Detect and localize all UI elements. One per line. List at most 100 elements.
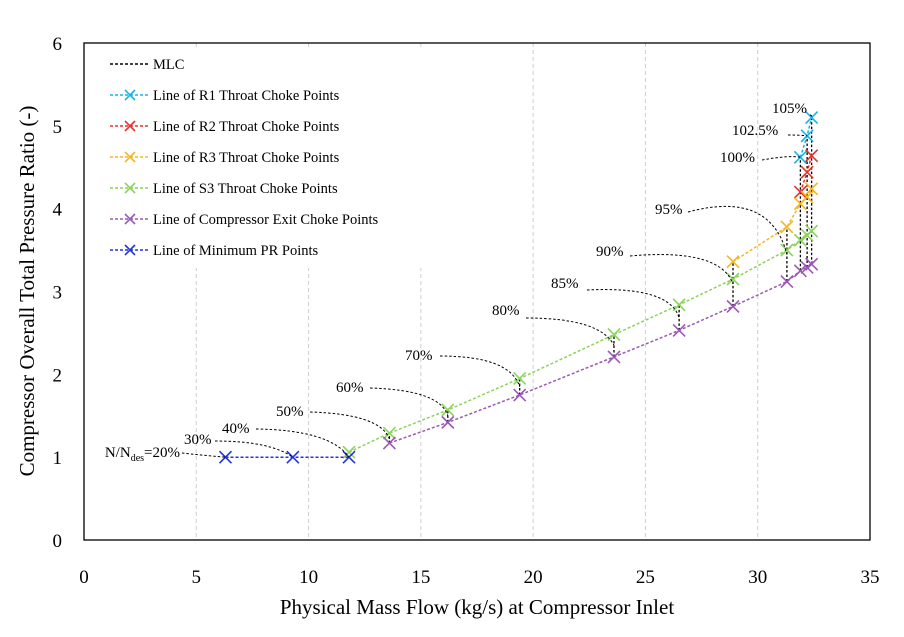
data-point [780,274,794,289]
annotation-label: 70% [405,348,433,364]
data-point [441,415,455,429]
x-tick-label: 5 [192,567,202,588]
legend-box [97,50,449,268]
annotation-label: 80% [492,303,520,319]
data-point [793,150,807,164]
annotation-leader [787,134,808,137]
annotation-label: N/Ndes=20% [105,445,180,464]
legend-label: Line of Compressor Exit Choke Points [153,212,378,228]
data-point [793,185,807,199]
data-point [805,224,819,238]
data-point [607,350,621,364]
data-point [780,243,794,257]
data-point [805,182,819,196]
data-point [800,129,814,143]
legend-entry: MLC [110,57,184,73]
annotation-label: 40% [222,421,250,437]
x-tick-label: 10 [299,567,318,588]
data-point [286,450,300,464]
annotations: N/Ndes=20%30% 40% 50% 60% 70% 80% 85% 90% 95% 100… [105,101,813,464]
annotation-leader [629,254,734,285]
x-tick-label: 25 [636,567,655,588]
legend-label: Line of Minimum PR Points [153,243,319,259]
legend-label: Line of R2 Throat Choke Points [153,119,340,135]
x-axis-title: Physical Mass Flow (kg/s) at Compressor … [280,595,674,619]
data-point [382,436,396,450]
legend-swatch-marker [124,182,136,194]
data-point [607,328,621,342]
plot-frame [83,42,871,541]
annotation-leader [181,452,226,458]
data-point [793,264,807,278]
annotation-label: 50% [276,404,304,420]
grid-layer [195,43,759,540]
data-point [672,323,686,337]
data-point [726,255,740,269]
y-tick-label: 5 [53,117,63,138]
data-point [805,110,819,125]
data-point [780,220,794,234]
legend-entry: Line of R1 Throat Choke Points [110,88,340,104]
data-point [218,450,233,464]
data-series [218,110,819,464]
legend: MLC Line of R1 Throat Choke Points Line of… [97,50,449,268]
mlc-series [388,117,813,444]
data-point [805,257,819,271]
data-point [793,233,807,247]
annotation-leader [439,355,521,387]
legend-entry: Line of Minimum PR Points [110,243,319,259]
legend-swatch-marker [124,151,136,163]
data-point [800,165,814,179]
legend-label: Line of R3 Throat Choke Points [153,150,340,166]
annotation-label: 90% [596,244,624,260]
y-axis-title: Compressor Overall Total Pressure Ratio … [15,106,39,477]
annotation-leader [687,205,788,255]
legend-swatch-marker [124,89,136,101]
x-tick-label: 15 [411,567,430,588]
data-point [726,272,740,286]
legend-label: Line of R1 Throat Choke Points [153,88,340,104]
data-point [342,445,356,459]
legend-entry: Line of R3 Throat Choke Points [110,150,340,166]
data-point [726,299,740,313]
annotation-leader [586,289,680,319]
annotation-leader [525,317,615,346]
legend-label: MLC [153,57,184,73]
y-tick-label: 4 [53,200,63,221]
data-point [672,298,686,312]
y-tick-label: 0 [53,531,63,552]
legend-swatch-marker [124,244,136,256]
data-point [513,388,527,402]
annotation-leader [761,156,801,161]
x-tick-label: 30 [748,567,767,588]
y-tick-label: 3 [53,283,63,304]
annotation-leader [309,411,390,440]
annotation-label: 102.5% [732,123,778,139]
legend-entry: Line of S3 Throat Choke Points [110,181,338,197]
legend-swatch-marker [124,120,136,132]
x-tick-label: 0 [79,567,89,588]
y-tick-label: 2 [53,365,63,386]
annotation-leader [369,387,449,416]
x-tick-label: 35 [861,567,880,588]
annotation-label: 105% [772,101,807,117]
legend-swatch-marker [124,213,136,225]
y-tick-label: 1 [53,448,63,469]
data-point [513,371,527,386]
legend-entry: Line of Compressor Exit Choke Points [110,212,378,228]
data-point [382,426,396,440]
legend-entry: Line of R2 Throat Choke Points [110,119,340,135]
data-point [800,190,814,204]
x-tick-labels: 0 5 10 15 20 25 30 35 [79,567,879,588]
data-point [441,403,455,417]
annotation-leader [255,428,350,458]
annotation-label: 95% [655,202,683,218]
annotation-label: 30% [184,432,212,448]
annotation-leader [809,114,813,118]
annotation-leader [214,440,294,458]
y-tick-label: 6 [53,34,63,55]
series-line [389,263,813,444]
annotation-label: 60% [336,380,364,396]
annotation-label: 100% [720,150,755,166]
